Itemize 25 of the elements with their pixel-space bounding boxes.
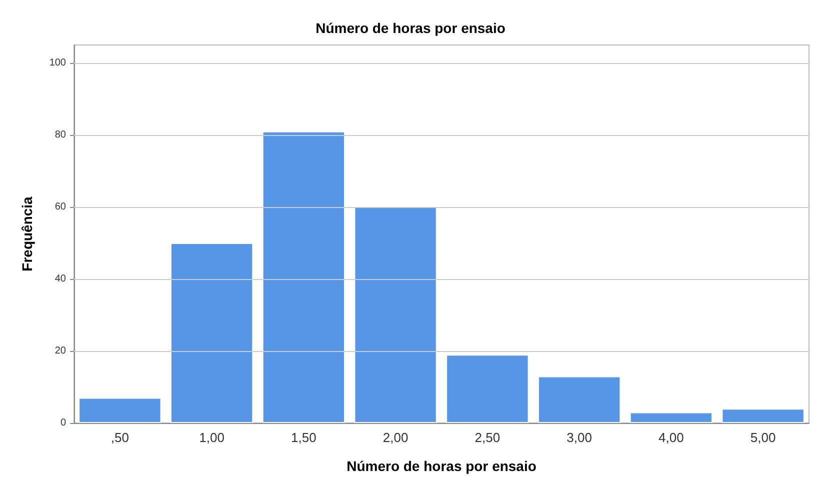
x-tick-label: 1,50 bbox=[291, 430, 316, 445]
y-tick-label: 60 bbox=[54, 202, 66, 212]
x-tick-label: 4,00 bbox=[658, 430, 684, 445]
x-axis-title: Número de horas por ensaio bbox=[346, 458, 536, 474]
y-tick-label: 100 bbox=[49, 58, 66, 68]
bar bbox=[630, 412, 713, 423]
x-tick-label: 5,00 bbox=[750, 430, 776, 445]
bar bbox=[722, 408, 804, 423]
x-tick-label: ,50 bbox=[110, 430, 129, 445]
y-tick-label: 20 bbox=[54, 346, 66, 356]
y-axis-title: Frequência bbox=[19, 196, 35, 272]
x-tick-label: 2,00 bbox=[382, 430, 408, 445]
x-tick-label: 2,50 bbox=[474, 430, 500, 445]
y-tick-label: 80 bbox=[54, 130, 66, 140]
x-tick-label: 1,00 bbox=[199, 430, 224, 445]
x-tick-label: 3,00 bbox=[566, 430, 592, 445]
chart-title: Número de horas por ensaio bbox=[316, 20, 506, 36]
bar bbox=[446, 354, 529, 423]
bar bbox=[354, 207, 437, 423]
y-tick-label: 40 bbox=[54, 274, 66, 284]
bar bbox=[262, 131, 346, 423]
bar bbox=[538, 376, 621, 423]
bar bbox=[170, 243, 254, 423]
bar bbox=[78, 398, 162, 423]
y-tick-label: 0 bbox=[60, 418, 66, 428]
